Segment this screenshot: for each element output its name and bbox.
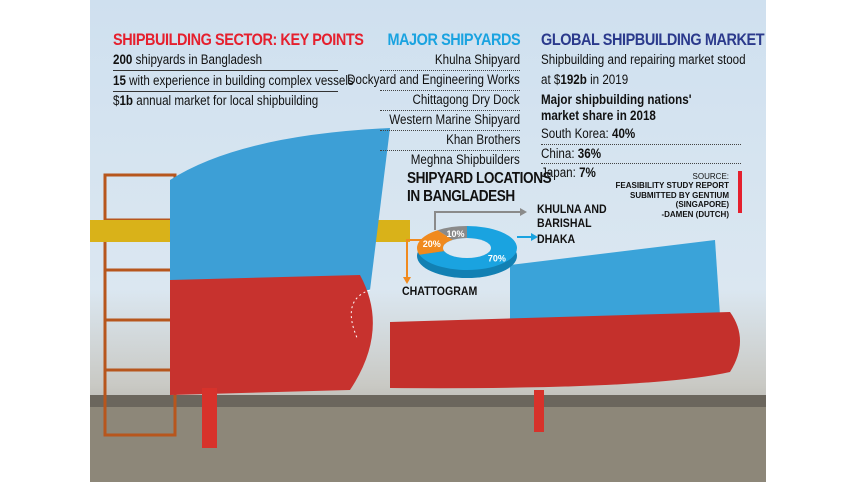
label-dhaka: DHAKA [537,232,576,246]
label-khulna: KHULNA AND BARISHAL [537,202,607,230]
shipyards-title: MAJOR SHIPYARDS [387,30,520,49]
donut-slice-khulna-and-barishal [437,226,467,240]
donut-chart: 70% 20% 10% [403,208,538,284]
chattogram-connector [406,239,423,278]
shipyard-item: Meghna Shipbuilders [410,152,520,167]
slice-value-label: 70% [488,253,506,263]
market-text: Shipbuilding and repairing market stood [541,52,746,67]
global-market-title: GLOBAL SHIPBUILDING MARKET [541,30,765,49]
source-label: SOURCE: [692,172,729,181]
donut-slice-dhaka [419,226,517,270]
donut-slice-chattogram [417,230,453,255]
chart-title: SHIPYARD LOCATIONS [407,170,552,187]
slice-value-label: 20% [423,239,441,249]
chart-subtitle: IN BANGLADESH [407,188,515,205]
source-text: FEASIBILITY STUDY REPORT SUBMITTED BY GEN… [615,181,730,219]
share-heading: Major shipbuilding nations' [541,92,692,107]
slice-value-label: 10% [447,229,465,239]
shipyard-item: Khan Brothers [445,132,520,147]
shipyard-photo [90,0,766,482]
shipyard-item: Chittagong Dry Dock [412,92,520,107]
donut-hole [443,238,491,258]
khulna-connector [434,211,520,230]
ships-illustration [90,128,766,482]
share-heading: market share in 2018 [541,108,656,123]
key-point: 15 with experience in building complex v… [113,73,354,88]
key-point: $1b annual market for local shipbuilding [113,93,319,108]
shipyard-item: Western Marine Shipyard [389,112,520,127]
share-row: South Korea: 40% [541,126,636,141]
market-text: at $192b in 2019 [541,72,629,87]
shipyard-item: Dockyard and Engineering Works [347,72,520,87]
share-row: Japan: 7% [541,165,596,180]
share-row: China: 36% [541,146,602,161]
shipyard-item: Khulna Shipyard [434,52,520,67]
label-chattogram: CHATTOGRAM [402,284,478,298]
key-points-title: SHIPBUILDING SECTOR: KEY POINTS [113,30,364,49]
key-point: 200 shipyards in Bangladesh [113,52,263,67]
source-accent-bar [738,171,742,213]
